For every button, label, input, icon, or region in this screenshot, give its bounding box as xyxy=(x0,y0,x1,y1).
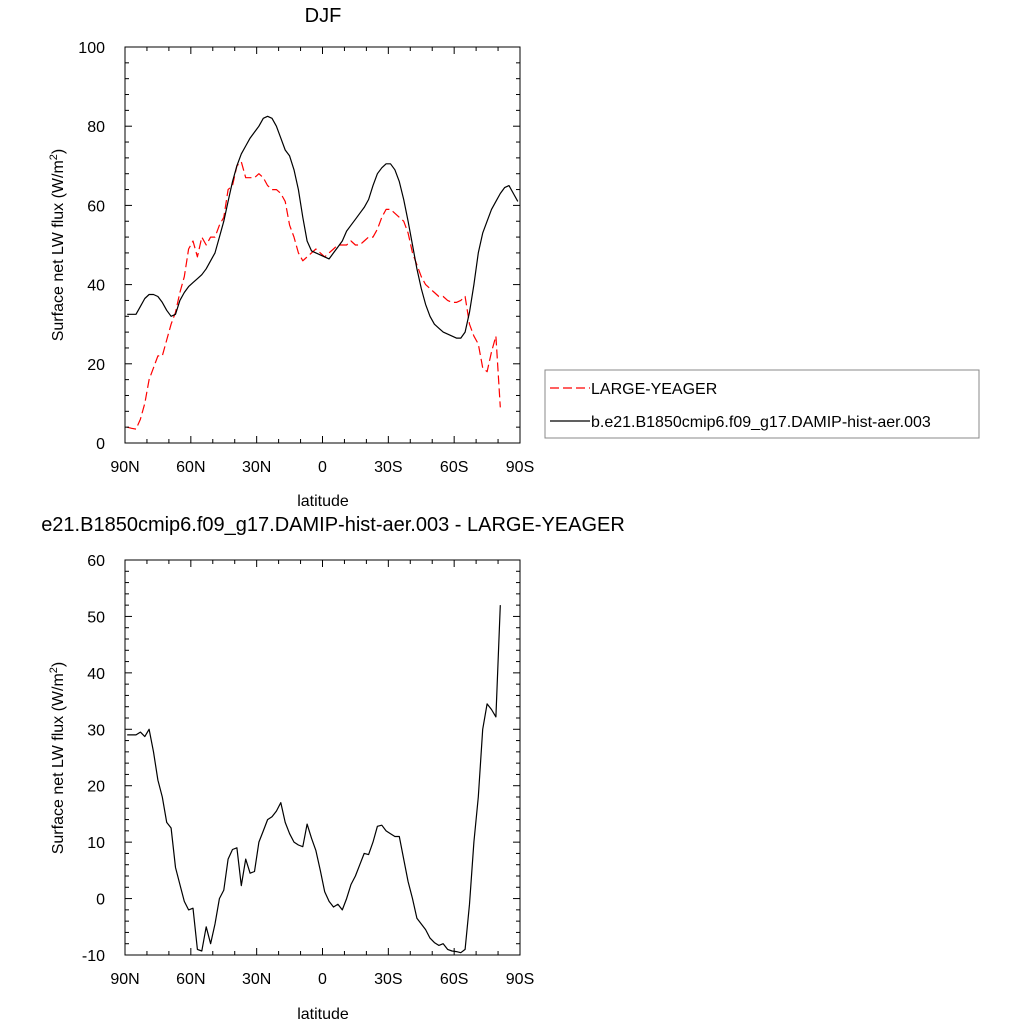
legend-box xyxy=(544,369,980,439)
top-x-tick-label: 30S xyxy=(374,459,402,476)
bottom-plot-lines xyxy=(127,605,501,954)
bottom-y-tick-label: 50 xyxy=(87,609,105,626)
bottom-y-tick-label: -10 xyxy=(82,948,105,965)
bottom-plot-frame xyxy=(124,559,521,956)
bottom-x-tick-label: 0 xyxy=(318,971,327,988)
top-y-tick-label: 100 xyxy=(78,40,105,57)
bottom-x-tick-label: 90S xyxy=(506,971,534,988)
bottom-x-tick-label: 30N xyxy=(242,971,271,988)
top-plot-lines xyxy=(127,115,519,430)
top-series-line-0 xyxy=(127,161,501,430)
top-chart-title: DJF xyxy=(305,5,342,27)
top-y-tick-label: 20 xyxy=(87,357,105,374)
bottom-x-tick-label: 60N xyxy=(176,971,205,988)
bottom-y-tick-label: 30 xyxy=(87,722,105,739)
top-x-tick-label: 60N xyxy=(176,459,205,476)
bottom-series-line-0 xyxy=(127,605,501,954)
top-x-tick-label: 90N xyxy=(110,459,139,476)
top-x-tick-label: 0 xyxy=(318,459,327,476)
bottom-x-tick-label: 90N xyxy=(110,971,139,988)
top-y-axis-label: Surface net LW flux (W/m2) xyxy=(48,149,67,342)
bottom-x-tick-label: 60S xyxy=(440,971,468,988)
bottom-y-tick-label: 20 xyxy=(87,779,105,796)
top-x-tick-label: 30N xyxy=(242,459,271,476)
top-x-axis-label: latitude xyxy=(297,493,349,510)
top-series-line-1 xyxy=(127,115,519,339)
bottom-y-tick-label: 60 xyxy=(87,553,105,570)
top-y-tick-label: 80 xyxy=(87,119,105,136)
bottom-y-axis-label: Surface net LW flux (W/m2) xyxy=(48,662,67,855)
top-y-tick-label: 0 xyxy=(96,436,105,453)
top-x-tick-label: 60S xyxy=(440,459,468,476)
top-plot-frame xyxy=(124,46,521,444)
bottom-x-axis-label: latitude xyxy=(297,1006,349,1023)
bottom-x-tick-label: 30S xyxy=(374,971,402,988)
legend-label-large-yeager: LARGE-YEAGER xyxy=(591,381,717,398)
top-y-tick-label: 60 xyxy=(87,198,105,215)
top-axes: 90N 60N 30N 0 30S 60S 90S 0 20 40 60 80 100 xyxy=(78,40,534,476)
top-y-tick-label: 40 xyxy=(87,278,105,295)
bottom-panel: e21.B1850cmip6.f09_g17.DAMIP-hist-aer.00… xyxy=(41,514,625,1023)
top-x-tick-label: 90S xyxy=(506,459,534,476)
bottom-y-tick-label: 10 xyxy=(87,835,105,852)
legend: LARGE-YEAGER b.e21.B1850cmip6.f09_g17.DA… xyxy=(544,369,980,439)
bottom-y-tick-label: 40 xyxy=(87,666,105,683)
top-panel: DJF 90N 60N 30N 0 30S 60S 90S 0 20 40 60 80 100 lati… xyxy=(48,5,980,510)
legend-label-damip: b.e21.B1850cmip6.f09_g17.DAMIP-hist-aer.… xyxy=(591,414,931,431)
bottom-chart-title: e21.B1850cmip6.f09_g17.DAMIP-hist-aer.00… xyxy=(41,514,625,536)
bottom-axes: 90N 60N 30N 0 30S 60S 90S -10 0 10 20 30 40 50 60 xyxy=(82,553,534,988)
bottom-y-tick-label: 0 xyxy=(96,892,105,909)
